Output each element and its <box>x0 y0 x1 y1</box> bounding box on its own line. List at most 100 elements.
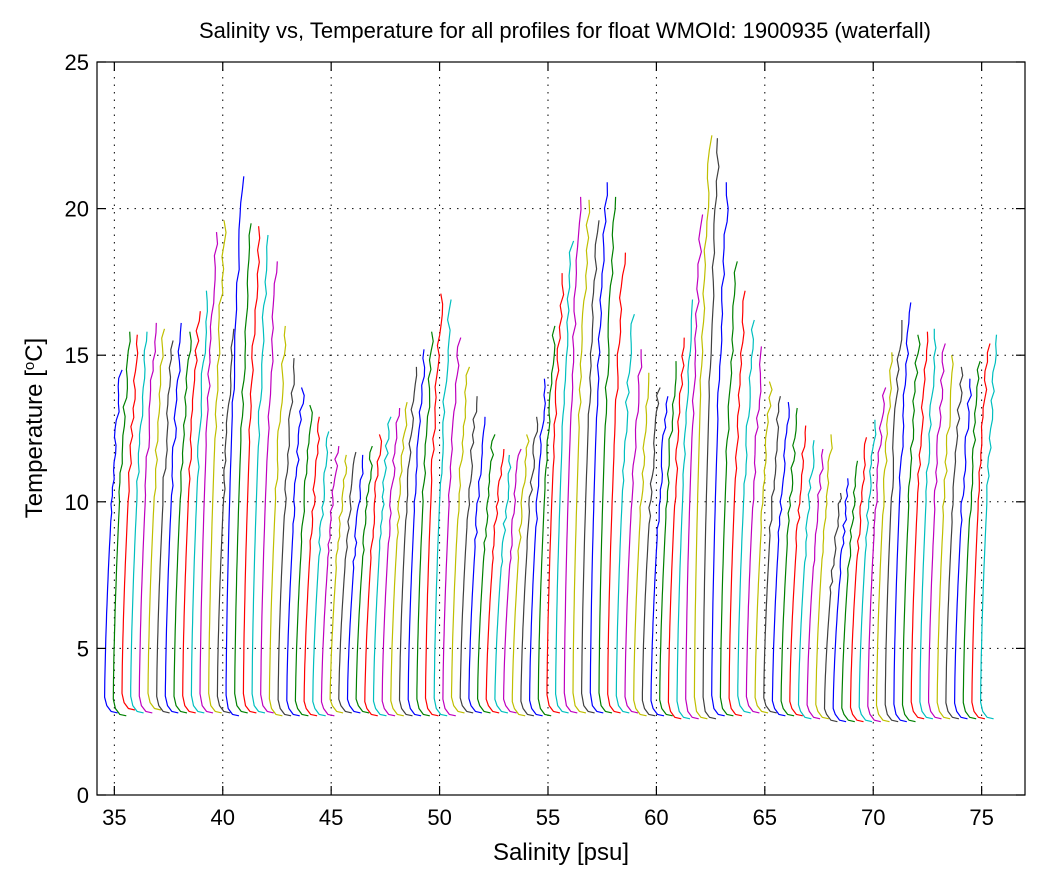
profile-line <box>919 328 937 720</box>
profile-line <box>294 404 313 717</box>
profile-line <box>849 437 868 723</box>
profile-line <box>884 320 903 723</box>
profile-line <box>893 302 912 723</box>
profile-line <box>329 454 348 714</box>
profile-line <box>607 252 626 714</box>
profile-line <box>251 234 269 714</box>
profile-line <box>503 448 522 714</box>
axis-ticks <box>97 61 1025 796</box>
profile-line <box>945 366 964 720</box>
x-tick-label: 60 <box>644 805 668 830</box>
y-axis-label: Temperature [oC] <box>21 338 49 518</box>
profile-line <box>589 182 608 714</box>
profile-line <box>789 425 807 717</box>
profile-line <box>529 378 546 717</box>
profile-line <box>303 416 320 717</box>
profile-line <box>338 451 357 714</box>
profile-line <box>199 232 219 714</box>
profile-line <box>875 352 893 723</box>
profile-line <box>650 396 669 717</box>
profile-line <box>190 290 208 714</box>
y-tick-label: 0 <box>77 783 89 808</box>
profile-line <box>624 349 643 714</box>
profile-line <box>711 182 729 717</box>
profile-line <box>771 402 790 717</box>
plot-area <box>96 61 1026 796</box>
profile-line <box>156 340 174 714</box>
profile-line <box>598 196 617 714</box>
x-tick-label: 45 <box>319 805 343 830</box>
profile-line <box>182 311 201 714</box>
profile-line <box>615 314 635 714</box>
profile-line <box>346 454 364 714</box>
profile-line <box>546 273 565 714</box>
profile-line <box>693 135 713 720</box>
profile-line <box>537 325 556 717</box>
y-tick-label: 15 <box>65 343 89 368</box>
profile-line <box>355 445 373 714</box>
profile-line <box>216 328 235 714</box>
profile-line <box>407 349 426 717</box>
profile-line <box>581 220 600 714</box>
profile-line <box>702 138 720 720</box>
profile-line <box>962 360 981 720</box>
profile-line <box>815 434 833 720</box>
profile-line <box>286 387 305 717</box>
profile-line <box>424 293 444 717</box>
profile-line <box>780 407 798 717</box>
profile-line <box>442 337 462 717</box>
profile-line <box>728 290 746 717</box>
grid-lines <box>97 62 1025 795</box>
profile-line <box>173 331 192 714</box>
profile-line <box>494 454 512 714</box>
profile-line <box>121 334 139 711</box>
profile-line <box>754 381 773 714</box>
x-tick-labels: 35 40 45 50 55 60 65 70 75 <box>102 805 994 830</box>
profile-line <box>511 434 530 717</box>
x-tick-label: 75 <box>969 805 993 830</box>
profile-line <box>485 448 505 714</box>
profile-line <box>980 334 998 720</box>
profile-line <box>225 176 245 717</box>
profile-line <box>130 331 148 714</box>
y-axis-label-end: C] <box>21 338 48 362</box>
profile-line <box>450 366 471 714</box>
profile-line <box>312 431 330 717</box>
profile-line <box>806 448 824 720</box>
profile-line <box>841 460 859 723</box>
profile-line <box>858 419 877 723</box>
profile-line <box>242 226 261 714</box>
profile-line <box>737 319 755 714</box>
profile-line <box>823 492 842 723</box>
profile-line <box>320 446 340 717</box>
profile-line <box>104 369 123 714</box>
profile-line <box>719 261 738 717</box>
profile-line <box>667 337 685 720</box>
profile-line <box>164 322 182 714</box>
profile-line <box>364 434 383 717</box>
profile-line <box>676 299 694 720</box>
profile-line <box>208 220 227 714</box>
profile-line <box>633 372 650 717</box>
profile-line <box>928 343 946 720</box>
profile-line <box>901 334 921 723</box>
profile-line <box>433 299 452 717</box>
profile-line <box>745 346 762 714</box>
x-tick-label: 50 <box>427 805 451 830</box>
profile-line <box>641 387 661 717</box>
x-tick-label: 70 <box>861 805 885 830</box>
profile-line <box>936 355 954 720</box>
profile-line <box>971 343 991 720</box>
x-tick-label: 35 <box>102 805 126 830</box>
profile-line <box>954 378 972 720</box>
plot-background <box>97 62 1025 795</box>
profile-line <box>277 358 295 717</box>
profile-line <box>477 434 496 714</box>
profile-line <box>797 440 815 720</box>
x-tick-label: 55 <box>536 805 560 830</box>
profile-line <box>832 478 849 723</box>
profile-line <box>520 416 539 717</box>
profile-line <box>685 214 704 720</box>
y-axis-label-main: Temperature [ <box>21 370 48 518</box>
